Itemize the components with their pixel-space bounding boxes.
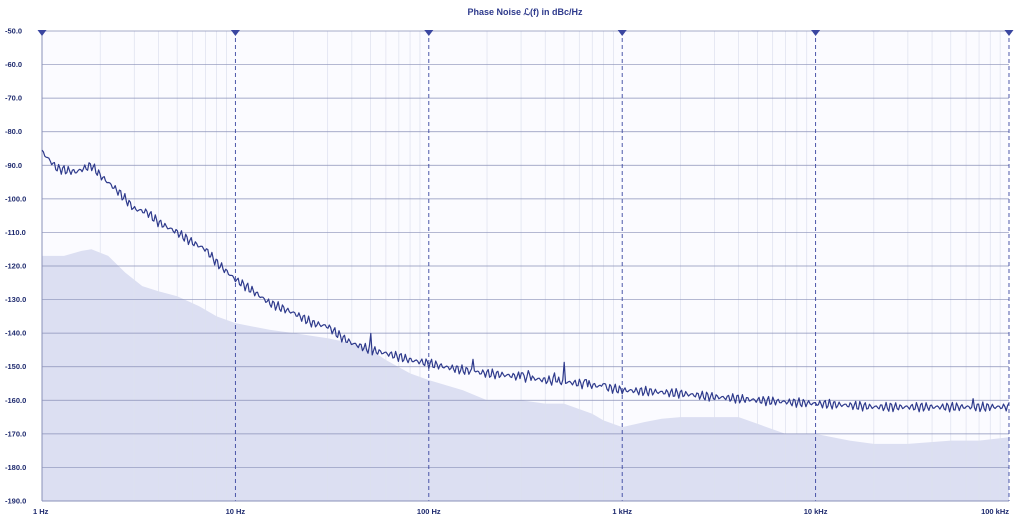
measured-line	[41, 149, 1010, 413]
y-tick-label: -120.0	[5, 262, 26, 271]
y-tick-label: -70.0	[5, 94, 22, 103]
y-tick-label: -150.0	[5, 362, 26, 371]
x-tick-labels: 1 Hz 10 Hz 100 Hz 1 kHz 10 kHz 100 kHz	[33, 507, 1009, 516]
chart-title: Phase Noise ℒ(f) in dBc/Hz	[467, 7, 583, 17]
major-grid	[41, 30, 1010, 502]
reference-area-layer	[42, 249, 1009, 501]
measured-line-layer	[41, 149, 1010, 413]
x-tick-label: 1 kHz	[612, 507, 632, 516]
y-tick-label: -90.0	[5, 161, 22, 170]
x-tick-label: 10 Hz	[226, 507, 246, 516]
decade-marker	[37, 30, 47, 36]
decade-marker-layer	[37, 30, 1014, 36]
y-tick-label: -60.0	[5, 60, 22, 69]
y-tick-label: -100.0	[5, 194, 26, 203]
y-tick-label: -140.0	[5, 329, 26, 338]
y-tick-label: -160.0	[5, 396, 26, 405]
decade-marker	[1004, 30, 1014, 36]
x-tick-label: 1 Hz	[33, 507, 49, 516]
y-tick-label: -170.0	[5, 429, 26, 438]
y-tick-label: -110.0	[5, 228, 26, 237]
y-tick-labels: -50.0 -60.0 -70.0 -80.0 -90.0 -100.0 -110.0 -12…	[5, 27, 26, 506]
y-tick-label: -80.0	[5, 127, 22, 136]
decade-marker	[230, 30, 240, 36]
decade-marker	[424, 30, 434, 36]
decade-marker	[617, 30, 627, 36]
y-tick-label: -50.0	[5, 27, 22, 36]
y-tick-label: -180.0	[5, 463, 26, 472]
x-tick-label: 10 kHz	[804, 507, 828, 516]
decade-marker	[811, 30, 821, 36]
reference-area	[42, 249, 1009, 501]
y-tick-label: -190.0	[5, 497, 26, 506]
x-tick-label: 100 kHz	[981, 507, 1009, 516]
x-tick-label: 100 Hz	[417, 507, 441, 516]
y-tick-label: -130.0	[5, 295, 26, 304]
